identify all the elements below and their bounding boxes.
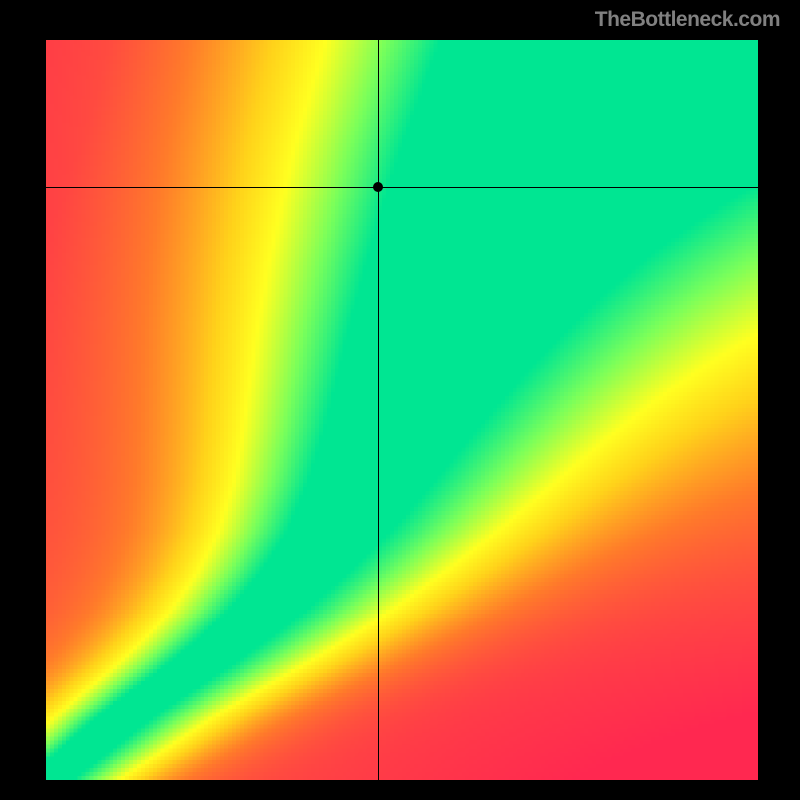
heatmap-canvas <box>46 40 758 780</box>
watermark-text: TheBottleneck.com <box>595 8 780 32</box>
crosshair-horizontal <box>46 187 758 188</box>
marker-dot <box>373 182 383 192</box>
crosshair-vertical <box>378 40 379 780</box>
heatmap-plot <box>46 40 758 780</box>
